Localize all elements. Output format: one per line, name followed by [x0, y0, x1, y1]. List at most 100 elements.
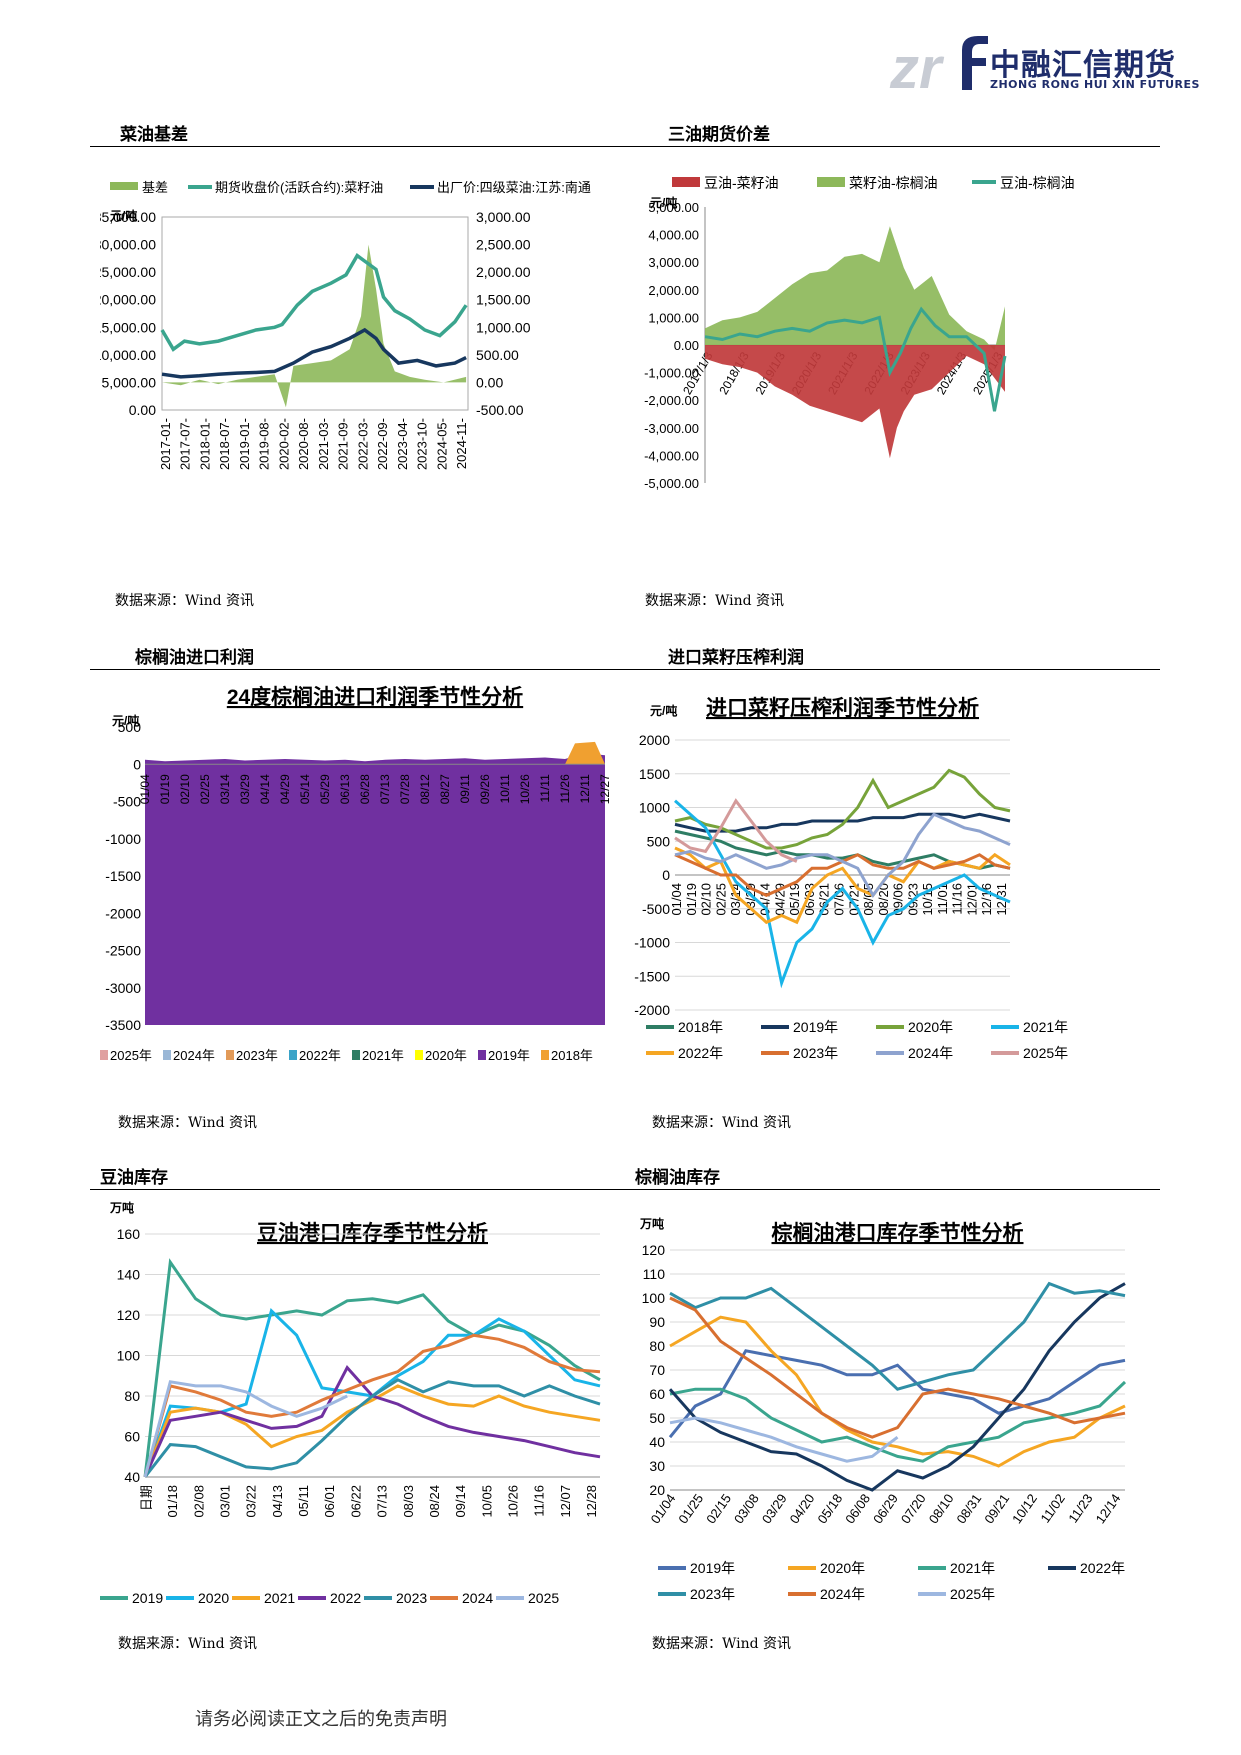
series-area-basis: [162, 244, 467, 408]
y-tick-label: 2000: [639, 732, 670, 748]
series-line: [704, 306, 1007, 412]
y-tick-label: -3500: [105, 1017, 141, 1033]
series-line: [674, 798, 798, 863]
section-divider: [90, 1189, 1160, 1190]
legend-label: 豆油-棕榈油: [1000, 175, 1075, 191]
x-tick-label: 05/29: [318, 774, 332, 804]
x-tick-label: 03/08: [731, 1491, 762, 1526]
x-tick-label: 08/03: [401, 1485, 416, 1518]
series-line: [674, 812, 1011, 899]
legend-swatch: [289, 1050, 297, 1060]
y-tick-label: -500: [642, 901, 670, 917]
x-tick-label: 02/10: [178, 774, 192, 804]
y-tick-label: 160: [117, 1226, 141, 1242]
x-tick-label: 12/28: [584, 1485, 599, 1518]
x-tick-label: 06/13: [338, 774, 352, 804]
x-tick-label: 09/11: [458, 774, 472, 803]
legend-label: 基差: [142, 180, 168, 195]
x-tick-label: 05/11: [296, 1485, 311, 1517]
x-tick-label: 03/14: [728, 883, 743, 916]
y-tick-label: 1,500.00: [476, 292, 531, 308]
unit-label: 元/吨: [650, 703, 677, 718]
x-tick-label: 06/21: [817, 883, 832, 916]
disclaimer-footer: 请务必阅读正文之后的免责声明: [195, 1709, 447, 1730]
legend-label: 2022年: [299, 1048, 341, 1063]
x-tick-label: 05/18: [814, 1491, 845, 1526]
y-tick-label: 1,000.00: [476, 319, 531, 335]
chart-title: 豆油港口库存季节性分析: [257, 1221, 488, 1245]
x-tick-label: 09/14: [453, 1485, 468, 1518]
y-tick-label: 0.00: [476, 374, 503, 390]
unit-label: 元/吨: [110, 208, 137, 223]
x-tick-label: 10/12: [1009, 1491, 1040, 1526]
series-line: [143, 1258, 601, 1478]
y-tick-label: -5,000.00: [644, 476, 699, 491]
x-tick-label: 2024-05-: [434, 418, 449, 470]
y-tick-label: 120: [117, 1307, 141, 1323]
series-line: [669, 1296, 1126, 1439]
y-tick-label: -500: [113, 794, 141, 810]
y-tick-label: -1000: [105, 831, 141, 847]
x-tick-label: 02/08: [191, 1485, 206, 1518]
y-tick-label: -1500: [634, 968, 670, 984]
series-area: [705, 226, 1005, 351]
x-tick-label: 10/05: [479, 1485, 494, 1518]
x-tick-label: 2021-03-: [316, 418, 331, 470]
series-line: [143, 1333, 601, 1478]
chart-title: 进口菜籽压榨利润季节性分析: [706, 696, 979, 720]
legend-label: 2023年: [690, 1586, 735, 1602]
legend-label: 2021年: [362, 1048, 404, 1063]
y-tick-label: 0: [662, 867, 670, 883]
legend-label: 2019: [132, 1590, 163, 1606]
x-tick-label: 06/01: [322, 1485, 337, 1518]
x-tick-label: 2017-07-: [178, 418, 193, 470]
y-tick-label: 5,000.00: [102, 374, 157, 390]
x-tick-label: 01/19: [158, 774, 172, 804]
y-tick-label: -1500: [105, 868, 141, 884]
x-tick-label: 2019-01-: [237, 418, 252, 470]
data-source-note: 数据来源：Wind 资讯: [645, 593, 785, 609]
legend-label: 2024年: [173, 1048, 215, 1063]
legend-label: 2021年: [1023, 1019, 1068, 1035]
x-tick-label: 2022-03-: [355, 418, 370, 470]
seasonal-area: [565, 741, 605, 765]
x-tick-label: 02/10: [699, 883, 714, 916]
x-tick-label: 2019-08-: [257, 418, 272, 470]
legend-label: 2021年: [950, 1560, 995, 1576]
x-tick-label: 01/25: [675, 1491, 706, 1526]
legend-label: 2025: [528, 1590, 559, 1606]
x-tick-label: 08/24: [427, 1485, 442, 1518]
legend-label: 2023年: [793, 1045, 838, 1061]
series-line: [669, 1315, 1126, 1468]
x-tick-label: 11/16: [532, 1485, 547, 1517]
y-tick-label: -3000: [105, 980, 141, 996]
legend-swatch: [110, 182, 138, 190]
legend-label: 期货收盘价(活跃合约):菜籽油: [215, 180, 383, 195]
legend-label: 2023: [396, 1590, 427, 1606]
x-tick-label: 01/04: [669, 883, 684, 916]
y-tick-label: 1,000.00: [648, 310, 699, 325]
x-tick-label: 12/14: [1093, 1491, 1124, 1526]
company-logo: zr: [889, 36, 988, 98]
x-tick-label: 06/22: [348, 1485, 363, 1518]
x-tick-label: 03/14: [218, 774, 232, 804]
legend-label: 2022年: [1080, 1560, 1125, 1576]
y-tick-label: 110: [643, 1266, 666, 1282]
x-tick-label: 11/01: [935, 883, 950, 915]
legend-label: 2022年: [678, 1045, 723, 1061]
x-tick-label: 01/04: [138, 774, 152, 804]
legend-label: 2021: [264, 1590, 295, 1606]
x-tick-label: 12/11: [578, 774, 592, 803]
legend-label: 2020年: [425, 1048, 467, 1063]
y-tick-label: 0: [133, 756, 141, 772]
legend-swatch: [226, 1050, 234, 1060]
x-tick-label: 02/25: [713, 883, 728, 916]
plot-frame: [161, 216, 469, 411]
x-tick-label: 10/26: [505, 1485, 520, 1518]
x-tick-label: 07/20: [898, 1491, 929, 1526]
legend-swatch: [352, 1050, 360, 1060]
legend-label: 2023年: [236, 1048, 278, 1063]
series-line: [674, 799, 1011, 989]
y-tick-label: -2500: [105, 943, 141, 959]
